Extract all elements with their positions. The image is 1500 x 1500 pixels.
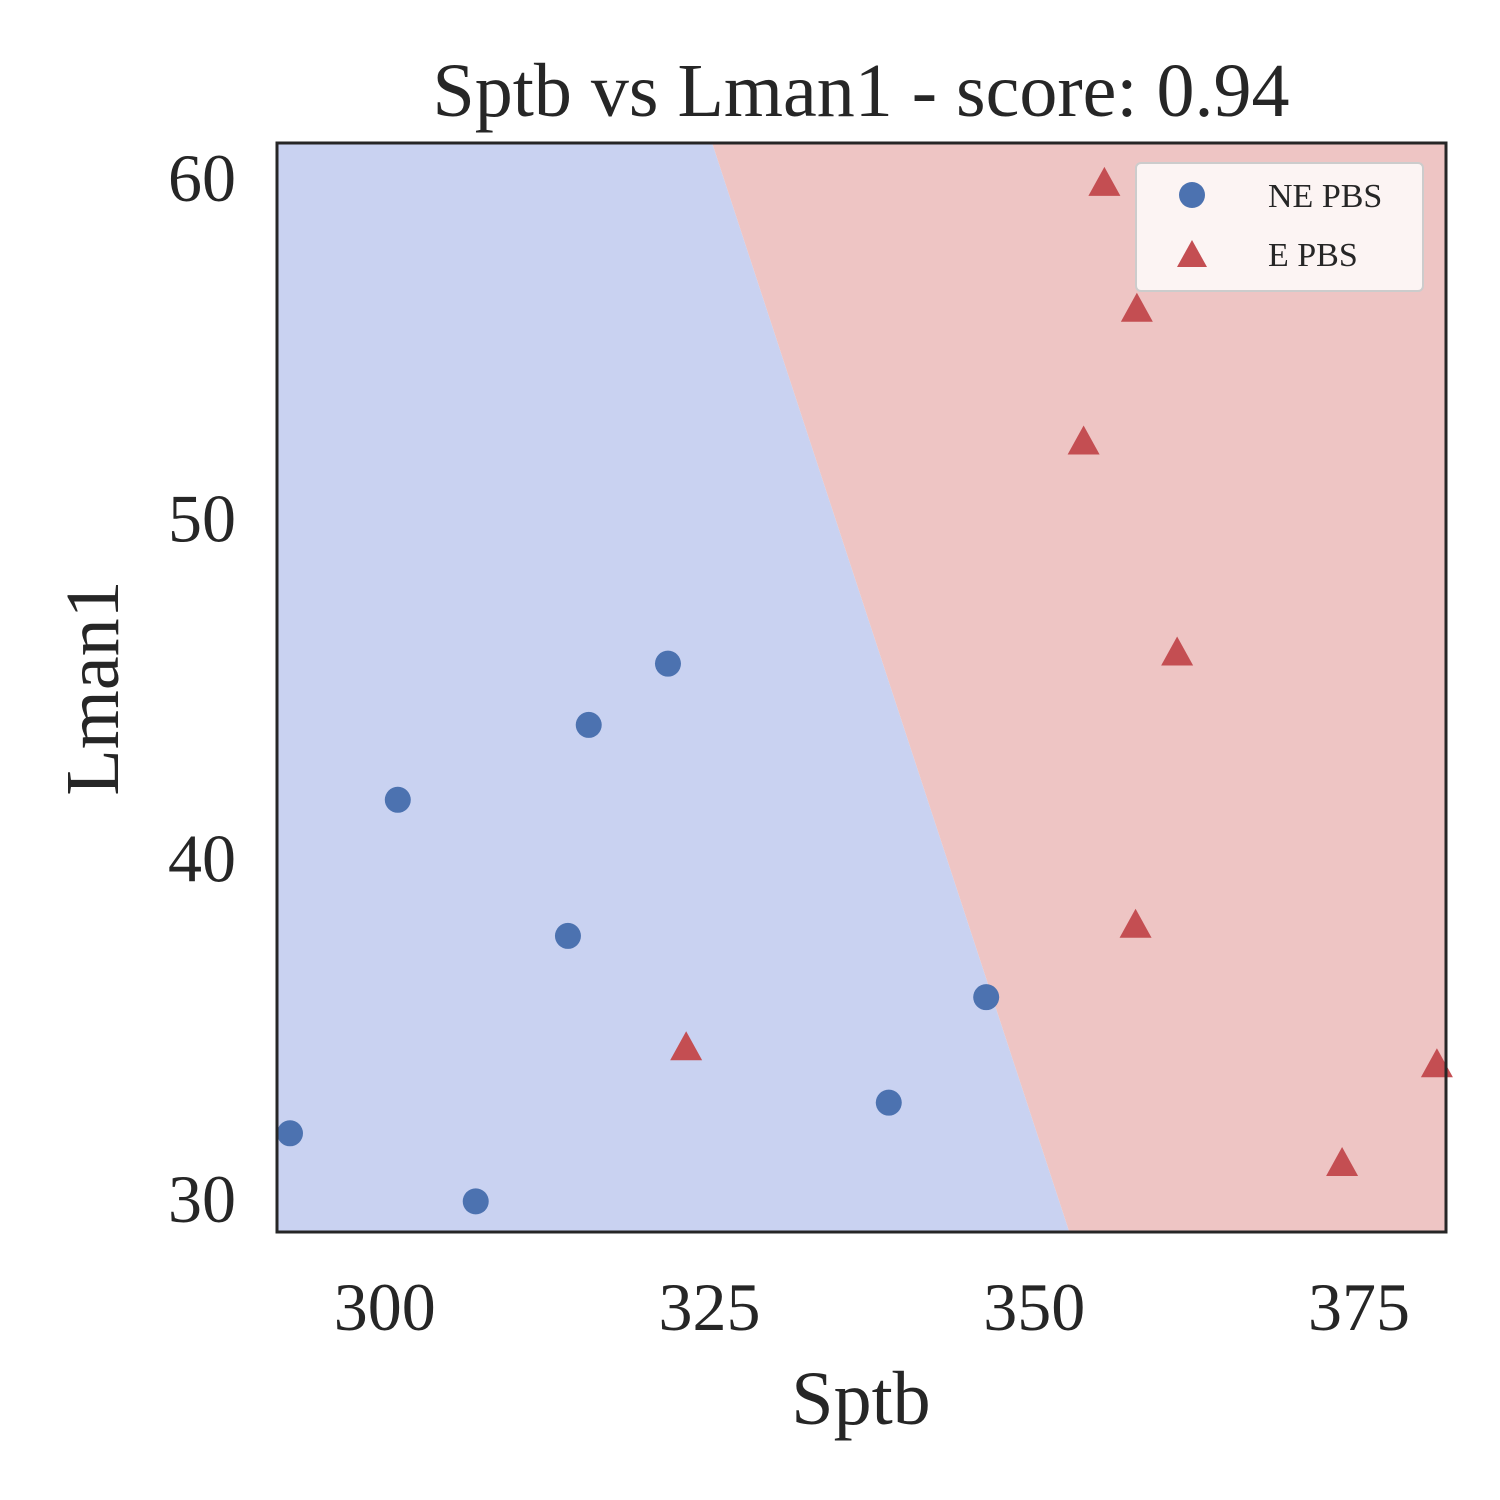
y-tick-label: 30 <box>168 1161 236 1237</box>
x-axis-label: Sptb <box>791 1357 930 1441</box>
e-pbs-point <box>1326 1146 1359 1176</box>
e-pbs-point <box>1161 636 1194 666</box>
decision-regions <box>277 143 1446 1232</box>
x-tick-label: 325 <box>659 1269 761 1345</box>
legend-marker-ne-pbs <box>1179 182 1205 208</box>
e-pbs-point <box>1088 166 1121 196</box>
e-pbs-region <box>712 143 1446 1232</box>
ne-pbs-point <box>875 1089 902 1116</box>
chart-title: Sptb vs Lman1 - score: 0.94 <box>432 49 1289 133</box>
y-tick-labels: 30 40 50 60 <box>168 140 236 1237</box>
plot-frame <box>275 141 1448 1234</box>
e-pbs-point <box>1067 425 1100 455</box>
legend-marker-e-pbs <box>1177 240 1207 267</box>
y-tick-label: 60 <box>168 140 236 216</box>
data-points <box>276 166 1453 1215</box>
ne-pbs-point <box>973 984 1000 1011</box>
x-tick-labels: 300 325 350 375 <box>334 1269 1410 1345</box>
x-tick-label: 375 <box>1308 1269 1410 1345</box>
e-pbs-point <box>1119 908 1152 938</box>
legend: NE PBS E PBS <box>1135 162 1424 292</box>
e-pbs-point <box>1120 292 1153 322</box>
legend-label-e-pbs: E PBS <box>1268 237 1358 274</box>
e-pbs-point <box>670 1031 703 1061</box>
legend-box <box>1135 162 1424 292</box>
legend-label-ne-pbs: NE PBS <box>1268 178 1382 215</box>
ne-pbs-point <box>276 1120 303 1147</box>
ne-pbs-point <box>554 922 581 949</box>
y-axis-label: Lman1 <box>51 580 135 795</box>
x-tick-label: 350 <box>983 1269 1085 1345</box>
ne-pbs-point <box>462 1188 489 1215</box>
ne-pbs-point <box>575 711 602 738</box>
x-tick-label: 300 <box>334 1269 436 1345</box>
y-tick-label: 40 <box>168 821 236 897</box>
ne-pbs-region <box>277 143 1070 1232</box>
ne-pbs-point <box>654 650 681 677</box>
y-tick-label: 50 <box>168 480 236 556</box>
ne-pbs-point <box>384 786 411 813</box>
